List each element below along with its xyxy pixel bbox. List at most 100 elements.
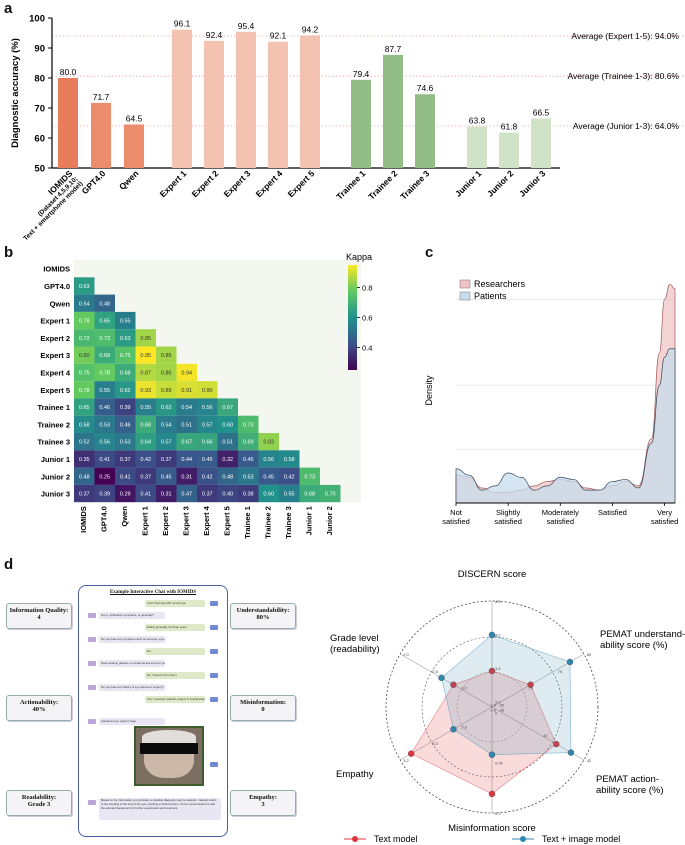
heatmap-row-label: Expert 3 xyxy=(40,351,70,360)
heatmap-cell-value: 0.35 xyxy=(79,457,90,463)
heatmap-cell xyxy=(217,415,238,433)
heatmap-row-label: Trainee 2 xyxy=(37,420,70,429)
radar-tick-label: 0.05 xyxy=(495,761,504,766)
heatmap-cell-value: 0.87 xyxy=(140,370,151,376)
heatmap-row-label: Expert 1 xyxy=(40,317,70,326)
chat-message-user: Yes, I received cataract surgery in hosp… xyxy=(145,696,205,703)
radar-axis-label: Empathy xyxy=(336,769,374,780)
heatmap-cell-value: 0.54 xyxy=(181,405,192,411)
density-x-tick-label: satisfied xyxy=(547,517,575,526)
heatmap-cell xyxy=(115,433,136,451)
heatmap-cell-value: 0.39 xyxy=(120,405,131,411)
radar-tick-label: 2.0 xyxy=(403,652,409,657)
heatmap-cell xyxy=(258,484,279,503)
density-x-tick-label: Satisfied xyxy=(598,508,627,517)
chat-message-bot: Got it, ophthalmic symptoms, or generall… xyxy=(99,612,165,619)
heatmap-cell-value: 0.53 xyxy=(99,422,110,428)
label-understandability: Understandability: 80% xyxy=(230,603,296,629)
heatmap-cell-value: 0.54 xyxy=(79,301,90,307)
radar-point-text-image-model xyxy=(566,658,574,666)
heatmap-row-label: Junior 1 xyxy=(41,455,70,464)
heatmap-cell xyxy=(94,450,115,468)
heatmap-cell-value: 0.78 xyxy=(79,319,90,325)
user-avatar-icon xyxy=(210,762,218,767)
x-tick-label-group: GPT4.0 xyxy=(80,168,108,196)
density-ylabel: Density xyxy=(424,375,434,406)
heatmap-cell-value: 0.85 xyxy=(140,336,151,342)
heatmap-row-label: Junior 3 xyxy=(41,490,70,499)
radar-point-text-model xyxy=(408,750,415,757)
heatmap-cell-value: 0.62 xyxy=(120,388,131,394)
heatmap-col-label: IOMIDS xyxy=(79,506,88,533)
accuracy-bar-chart: Average (Expert 1-5): 94.0% Average (Trai… xyxy=(10,14,685,240)
heatmap-cell-value: 0.58 xyxy=(284,457,295,463)
x-tick-label-group: Junior 3 xyxy=(517,168,548,199)
heatmap-cell xyxy=(258,467,279,485)
bar-trainee-1 xyxy=(351,79,371,168)
heatmap-cell-value: 0.29 xyxy=(120,492,131,498)
y-tick-label: 50 xyxy=(34,164,45,175)
heatmap-cell xyxy=(279,484,300,503)
heatmap-cell xyxy=(74,450,95,468)
heatmap-cell-value: 0.51 xyxy=(222,440,233,446)
x-tick-label: Junior 3 xyxy=(517,168,548,199)
heatmap-col-label: Junior 1 xyxy=(305,506,314,535)
y-tick-label: 90 xyxy=(34,44,45,55)
chat-message-user: No. xyxy=(145,648,205,655)
heatmap-cell xyxy=(94,363,115,382)
bar-expert-5 xyxy=(300,35,320,169)
x-tick-label-group: Junior 2 xyxy=(485,168,516,199)
radar-tick-label: 4.0 xyxy=(495,633,501,638)
radar-point-text-image-model xyxy=(450,726,457,733)
chat-message-user: No, I haven't worn them. xyxy=(145,672,205,679)
heatmap-row-label: IOMIDS xyxy=(43,265,70,274)
heatmap-cell xyxy=(156,415,177,433)
radar-spoke xyxy=(400,653,493,708)
x-tick-label: Junior 2 xyxy=(485,168,516,199)
y-tick-label: 70 xyxy=(34,104,45,115)
heatmap-row-label: Trainee 1 xyxy=(37,403,70,412)
heatmap-cell-value: 0.41 xyxy=(140,492,151,498)
heatmap-cell xyxy=(115,346,136,364)
heatmap-cell xyxy=(94,294,115,312)
radar-tick-label: 80 xyxy=(587,652,592,657)
radar-legend-dot xyxy=(352,836,358,842)
label-readability: Readability: Grade 3 xyxy=(6,790,72,816)
heatmap-col-label: Expert 2 xyxy=(161,506,170,536)
radar-axis-label: ability score (%) xyxy=(600,640,668,651)
heatmap-cell xyxy=(197,398,218,416)
heatmap-cell xyxy=(156,467,177,485)
x-tick-label-group: Qwen xyxy=(117,168,140,191)
x-tick-label-group: Trainee 1 xyxy=(334,168,367,201)
bar-expert-4 xyxy=(268,41,288,169)
chat-message-bot: Upload an eye region image. xyxy=(99,718,165,725)
heatmap-cell-value: 0.25 xyxy=(99,474,110,480)
heatmap-cell-value: 0.57 xyxy=(202,422,213,428)
heatmap-cell-value: 0.51 xyxy=(181,422,192,428)
evaluation-radar-chart: 3.03.54.04.56570758038404200.050.12.62.8… xyxy=(330,569,685,844)
radar-point-text-image-model xyxy=(488,631,496,639)
label-information-quality: Information Quality: 4 xyxy=(6,603,72,629)
radar-tick-label: 3.2 xyxy=(403,758,409,763)
radar-tick-label: 70 xyxy=(529,686,534,691)
chat-example-panel: Information Quality: 4 Actionability: 40… xyxy=(0,585,300,840)
density-x-tick-label: Moderately xyxy=(542,508,579,517)
chat-message-user: I don't feel well with my left eye. xyxy=(145,600,205,607)
radar-tick-label: 2.6 xyxy=(490,708,496,713)
bar-junior-3 xyxy=(531,118,551,168)
radar-axis-label: ability score (%) xyxy=(596,785,664,796)
heatmap-cell-value: 0.37 xyxy=(140,474,151,480)
x-tick-label: Qwen xyxy=(117,168,140,191)
heatmap-cell-value: 0.53 xyxy=(243,474,254,480)
x-tick-label: Expert 4 xyxy=(254,168,285,199)
heatmap-cell-value: 0.83 xyxy=(263,440,274,446)
heatmap-col-label: Qwen xyxy=(120,506,129,527)
heatmap-cell xyxy=(197,450,218,468)
bar-value-label: 66.5 xyxy=(533,108,550,118)
reference-line-label: Average (Expert 1-5): 94.0% xyxy=(571,31,679,41)
heatmap-cell xyxy=(74,415,95,433)
panel-letter-d: d xyxy=(4,556,14,573)
heatmap-cell-value: 0.55 xyxy=(99,388,110,394)
bot-avatar-icon xyxy=(88,685,96,690)
bar-trainee-2 xyxy=(383,54,403,168)
